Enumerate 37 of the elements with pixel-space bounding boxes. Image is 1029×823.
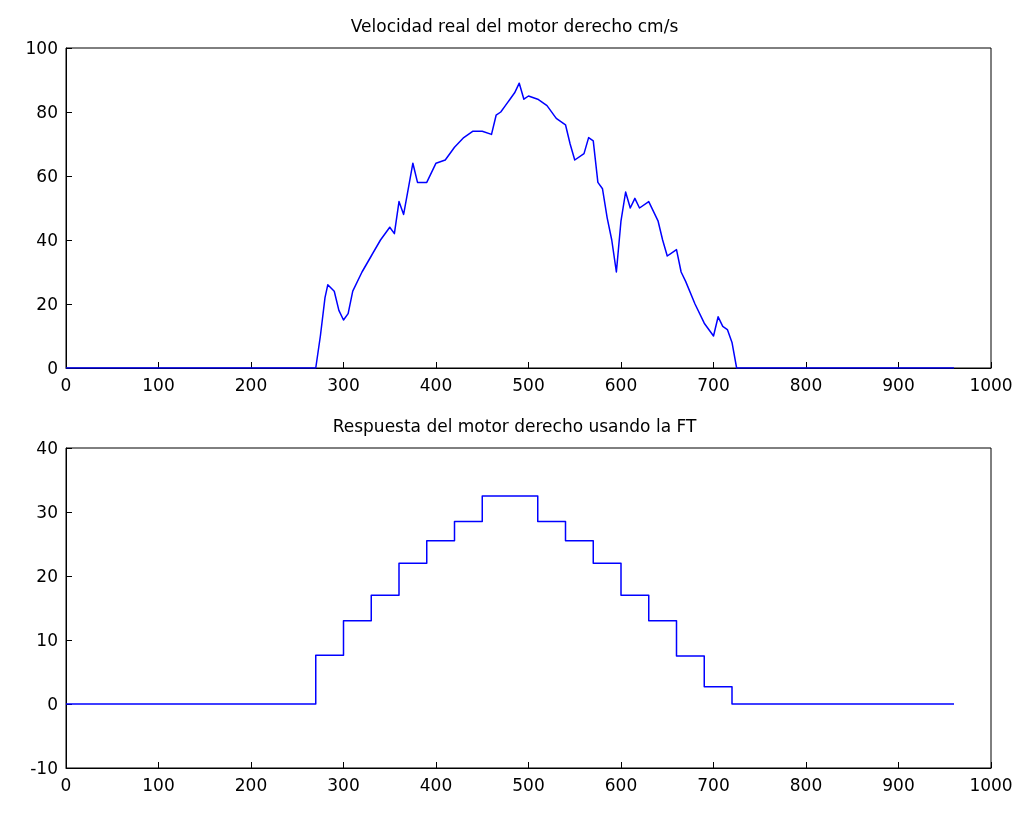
x-tick-label: 700 [697,374,730,395]
x-tick-label: 700 [697,774,730,795]
y-tick-label: 20 [36,566,58,586]
y-tick-label: 100 [25,38,58,58]
x-tick-label: 600 [604,774,638,795]
x-tick-label: 500 [512,774,545,795]
y-tick-label: 40 [36,438,58,458]
chart-title: Respuesta del motor derecho usando la FT [332,415,697,436]
x-tick-label: 300 [327,374,360,395]
x-tick-label: 1000 [969,374,1013,395]
y-tick-label: 30 [36,502,58,522]
x-tick-label: 800 [789,774,823,795]
x-tick-label: 0 [60,374,72,395]
y-tick-label: 40 [36,230,58,250]
y-tick-label: 10 [36,630,58,650]
x-tick-label: 200 [234,774,268,795]
x-tick-label: 100 [142,774,175,795]
x-tick-label: 800 [789,374,823,395]
x-tick-label: 900 [882,774,915,795]
y-tick-label: 0 [47,358,58,378]
x-tick-label: 1000 [969,774,1013,795]
x-tick-label: 200 [234,374,268,395]
x-tick-label: 400 [419,374,453,395]
x-tick-label: 300 [327,774,360,795]
x-tick-label: 0 [60,774,72,795]
x-tick-label: 600 [604,374,638,395]
x-tick-label: 400 [419,774,453,795]
y-tick-label: 0 [47,694,58,714]
y-tick-label: 20 [36,294,58,314]
y-tick-label: -10 [30,758,58,778]
line-series [65,82,955,369]
x-tick-label: 900 [882,374,915,395]
x-tick-label: 100 [142,374,175,395]
chart-title: Velocidad real del motor derecho cm/s [350,15,679,36]
y-tick-label: 60 [36,166,58,186]
x-tick-label: 500 [512,374,545,395]
y-tick-label: 80 [36,102,58,122]
